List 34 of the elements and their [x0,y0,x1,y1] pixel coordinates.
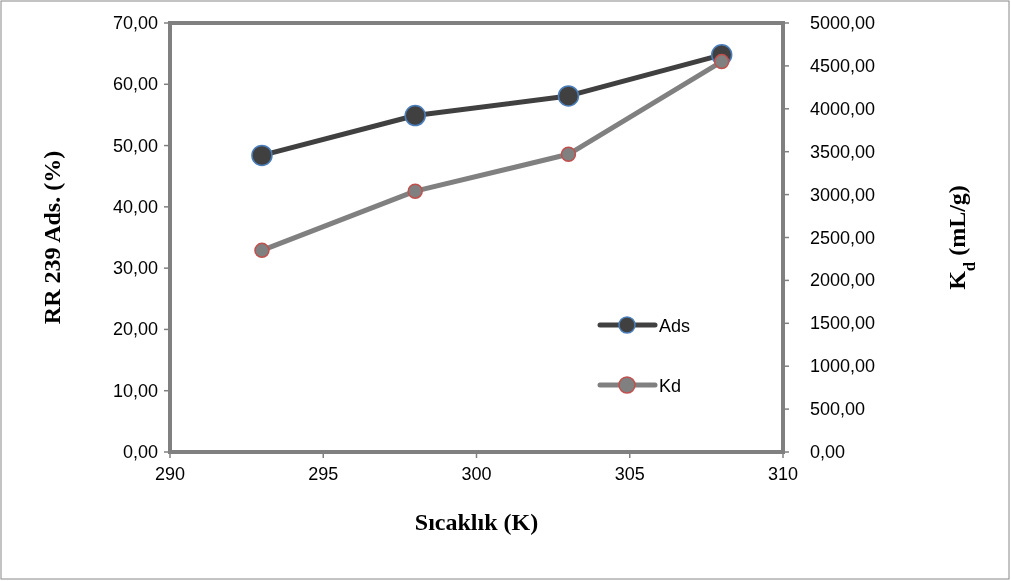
point [560,146,577,163]
y-tick-label: 60,00 [112,74,158,95]
y2-tick-label: 2000,00 [810,270,876,291]
y2-tick-label: 500,00 [810,399,866,420]
legend-label: Ads [659,316,691,336]
y2-tick-label: 0,00 [810,442,846,462]
y-tick-label: 0,00 [122,442,158,462]
x-tick-label: 310 [767,464,799,484]
y-axis-title: RR 239 Ads. (%) [39,150,65,325]
x-tick-label: 295 [308,464,339,484]
y2-tick-label: 2500,00 [810,227,876,248]
y2-tick-label: 4500,00 [810,55,876,76]
y-tick-label: 70,00 [112,13,158,33]
y-tick-label: 20,00 [112,319,158,340]
y2-tick-label: 3000,00 [810,184,876,205]
y-tick-label: 30,00 [112,258,158,279]
y-tick-label: 10,00 [112,380,158,401]
y2-tick-label: 1000,00 [810,356,876,377]
x-tick-label: 300 [461,464,492,484]
x-tick-label: 290 [154,464,186,484]
y-tick-label: 50,00 [112,135,158,156]
point [404,104,426,127]
x-axis-title: Sıcaklık (K) [414,509,539,535]
point [557,85,580,107]
x-tick-label: 305 [614,464,645,484]
y2-tick-label: 1500,00 [810,313,876,334]
legend-label: Kd [659,376,682,396]
y-tick-label: 40,00 [112,196,158,217]
y2-tick-label: 3500,00 [810,141,876,162]
y2-tick-label: 5000,00 [810,13,876,33]
point [251,144,273,167]
point [254,242,270,259]
point [407,183,423,199]
y2-tick-label: 4000,00 [810,98,876,119]
